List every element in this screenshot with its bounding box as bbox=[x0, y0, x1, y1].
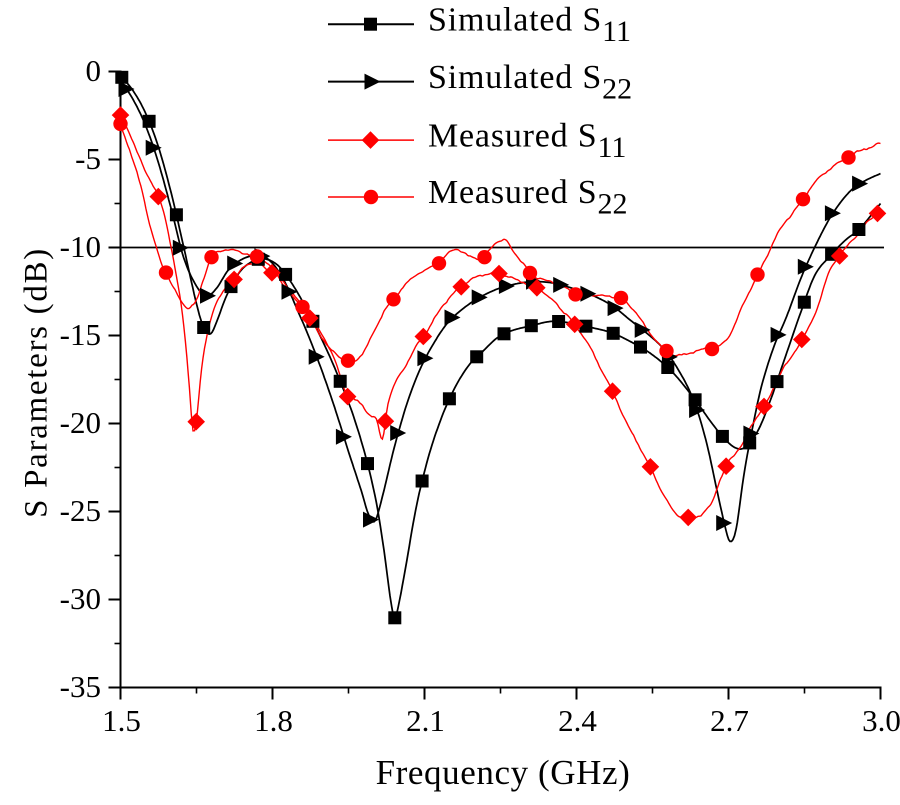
svg-text:-15: -15 bbox=[60, 317, 101, 352]
svg-text:-5: -5 bbox=[75, 141, 101, 176]
svg-text:0: 0 bbox=[86, 53, 102, 88]
svg-text:2.1: 2.1 bbox=[406, 703, 445, 738]
svg-text:3.0: 3.0 bbox=[862, 703, 900, 738]
svg-text:2.4: 2.4 bbox=[558, 703, 597, 738]
svg-text:S Parameters (dB): S Parameters (dB) bbox=[19, 247, 55, 518]
svg-text:-25: -25 bbox=[60, 493, 101, 528]
svg-text:2.7: 2.7 bbox=[710, 703, 749, 738]
svg-text:-30: -30 bbox=[60, 581, 101, 616]
svg-text:Frequency (GHz): Frequency (GHz) bbox=[376, 753, 631, 792]
svg-text:-10: -10 bbox=[60, 229, 101, 264]
svg-text:-35: -35 bbox=[60, 669, 101, 704]
svg-text:1.8: 1.8 bbox=[254, 703, 293, 738]
svg-text:1.5: 1.5 bbox=[102, 703, 141, 738]
svg-text:-20: -20 bbox=[60, 405, 101, 440]
